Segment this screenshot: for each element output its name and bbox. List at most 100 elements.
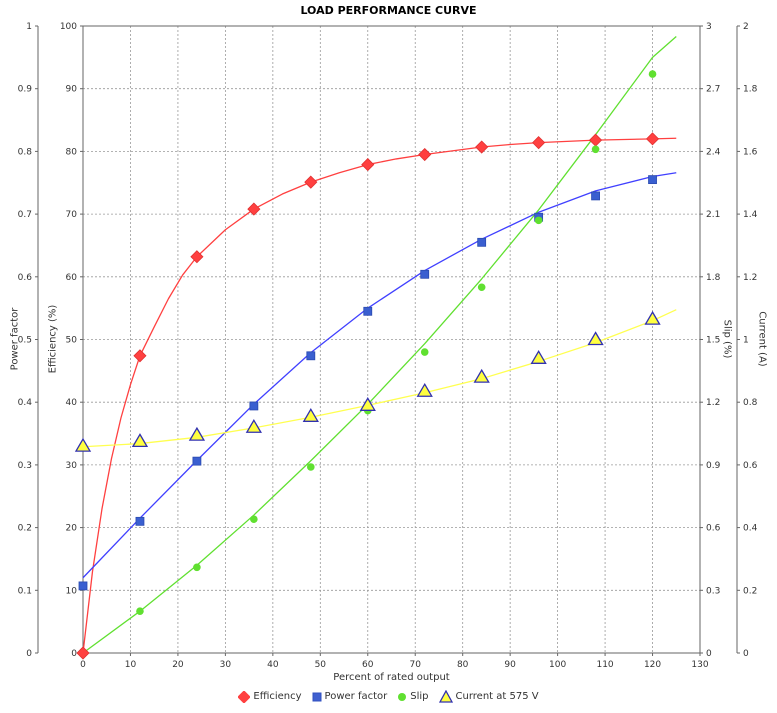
- power-factor-tick-label: 0.3: [18, 461, 32, 471]
- x-tick-label: 80: [457, 660, 469, 670]
- slip-tick-label: 1.2: [706, 398, 720, 408]
- efficiency-tick-label: 50: [66, 336, 78, 346]
- current-at-575-v-point: [245, 418, 262, 433]
- x-tick-label: 90: [504, 660, 516, 670]
- efficiency-point: [475, 140, 489, 154]
- efficiency-point: [133, 349, 147, 363]
- slip-point: [477, 283, 486, 292]
- x-tick-label: 0: [80, 660, 86, 670]
- power-factor-point: [249, 401, 259, 411]
- power-factor-point: [420, 269, 430, 279]
- current-tick-label: 0.2: [743, 586, 757, 596]
- slip-point: [591, 145, 600, 154]
- current-at-575-v-point: [302, 408, 319, 422]
- efficiency-curve: [82, 137, 677, 654]
- x-tick-label: 130: [691, 660, 708, 670]
- current-axis-label: Current (A): [756, 311, 768, 367]
- slip-tick-label: 2.4: [706, 147, 721, 157]
- efficiency-point: [247, 202, 261, 216]
- legend-label-power-factor: Power factor: [324, 691, 388, 702]
- power-factor-tick-label: 0.5: [18, 336, 32, 346]
- power-factor-curve: [82, 172, 677, 579]
- power-factor-tick-label: 1: [26, 22, 32, 32]
- slip-point: [648, 70, 657, 78]
- legend-item-efficiency: Efficiency: [238, 690, 302, 703]
- slip-tick-label: 0: [706, 649, 712, 659]
- power-factor-tick-label: 0.4: [18, 398, 33, 408]
- power-factor-point: [648, 175, 657, 185]
- chart-title: LOAD PERFORMANCE CURVE: [300, 4, 477, 17]
- current-tick-label: 0.6: [743, 461, 758, 471]
- legend-item-current: Current at 575 V: [438, 690, 539, 703]
- power-factor-point: [363, 306, 373, 316]
- current-at-575-v-point: [74, 437, 92, 452]
- current-at-575-v-point: [644, 310, 661, 325]
- x-tick-label: 70: [410, 660, 422, 670]
- slip-axis-label: Slip (%): [721, 319, 733, 359]
- efficiency-tick-label: 20: [66, 524, 78, 534]
- current-tick-label: 0.4: [743, 524, 758, 534]
- efficiency-point: [418, 147, 432, 162]
- power-factor-tick-label: 0.6: [18, 273, 33, 283]
- slip-tick-label: 0.3: [706, 586, 720, 596]
- power-factor-point: [591, 191, 600, 201]
- current-at-575-v-point: [416, 382, 433, 397]
- current-at-575-v-point: [473, 368, 490, 383]
- slip-point: [136, 607, 144, 615]
- slip-tick-label: 2.7: [706, 85, 720, 95]
- x-axis-label: Percent of rated output: [333, 672, 450, 683]
- slip-point: [534, 216, 543, 225]
- slip-curve: [82, 35, 677, 654]
- x-tick-label: 60: [362, 660, 374, 670]
- power-factor-point: [135, 516, 145, 526]
- power-factor-tick-label: 0.7: [18, 210, 32, 220]
- efficiency-point: [190, 250, 204, 264]
- legend-label-current: Current at 575 V: [455, 691, 539, 702]
- slip-tick-label: 0.6: [706, 524, 721, 534]
- current-tick-label: 0: [743, 649, 749, 659]
- slip-point: [193, 563, 201, 572]
- legend-item-slip: Slip: [397, 691, 429, 702]
- current-at-575-v-point: [359, 397, 376, 411]
- current-at-575-v-point: [587, 331, 604, 346]
- slip-tick-label: 0.9: [706, 461, 721, 471]
- efficiency-tick-label: 90: [66, 85, 78, 95]
- power-factor-point: [306, 351, 316, 361]
- x-tick-label: 120: [644, 660, 661, 670]
- efficiency-tick-label: 60: [66, 273, 78, 283]
- legend: Efficiency Power factor Slip Current at …: [0, 690, 777, 703]
- efficiency-tick-label: 30: [66, 461, 78, 471]
- efficiency-tick-label: 100: [60, 22, 77, 32]
- efficiency-point: [645, 132, 660, 146]
- power-factor-axis-label: Power factor: [9, 307, 21, 371]
- efficiency-point: [361, 158, 375, 172]
- slip-tick-label: 3: [706, 22, 712, 32]
- efficiency-tick-label: 70: [66, 210, 78, 220]
- legend-item-power-factor: Power factor: [312, 691, 388, 702]
- current-tick-label: 1.6: [743, 147, 758, 157]
- efficiency-tick-label: 40: [66, 398, 78, 408]
- x-tick-label: 100: [549, 660, 566, 670]
- current-tick-label: 2: [743, 22, 749, 32]
- power-factor-point: [78, 581, 88, 591]
- power-factor-tick-label: 0.8: [18, 147, 33, 157]
- current-tick-label: 1.4: [743, 210, 758, 220]
- slip-tick-label: 1.8: [706, 273, 721, 283]
- efficiency-point: [76, 646, 90, 660]
- efficiency-tick-label: 10: [66, 586, 78, 596]
- x-tick-label: 30: [220, 660, 232, 670]
- legend-label-efficiency: Efficiency: [253, 691, 302, 702]
- current-tick-label: 0.8: [743, 398, 758, 408]
- power-factor-point: [192, 456, 202, 466]
- current-tick-label: 1: [743, 336, 749, 346]
- x-tick-label: 110: [596, 660, 613, 670]
- x-tick-label: 50: [315, 660, 327, 670]
- efficiency-point: [532, 136, 546, 150]
- power-factor-tick-label: 0.1: [18, 586, 32, 596]
- power-factor-tick-label: 0.9: [18, 85, 33, 95]
- current-at-575-v-point: [188, 426, 206, 441]
- slip-point: [250, 515, 258, 524]
- power-factor-tick-label: 0.2: [18, 524, 32, 534]
- efficiency-point: [304, 175, 318, 189]
